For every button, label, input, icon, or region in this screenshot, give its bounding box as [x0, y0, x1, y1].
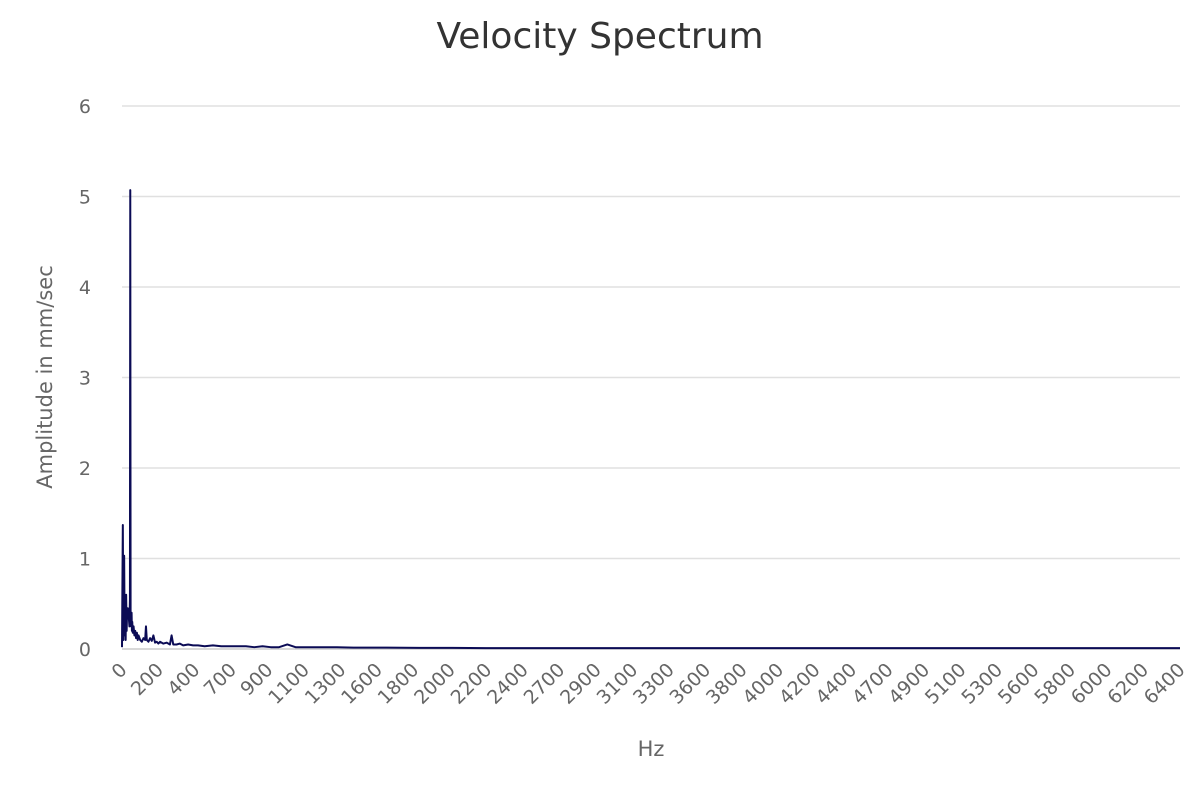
x-tick-label: 4400: [811, 659, 861, 709]
x-tick-label: 4700: [848, 659, 898, 709]
x-tick-label: 700: [200, 659, 241, 700]
y-tick-label: 4: [79, 277, 91, 299]
y-axis-ticks: 0 1 2 3 4 5 6: [79, 96, 91, 661]
x-tick-label: 4200: [775, 659, 825, 709]
y-tick-label: 3: [79, 368, 91, 390]
x-tick-label: 2200: [447, 659, 497, 709]
x-tick-label: 4900: [884, 659, 934, 709]
x-tick-label: 400: [163, 659, 204, 700]
x-tick-label: 2900: [556, 659, 606, 709]
x-tick-label: 5800: [1030, 659, 1080, 709]
x-tick-label: 0: [107, 659, 131, 683]
x-tick-label: 2700: [520, 659, 570, 709]
y-tick-label: 0: [79, 639, 91, 661]
y-tick-label: 1: [79, 549, 91, 571]
y-tick-label: 5: [79, 187, 91, 209]
chart-title: Velocity Spectrum: [436, 16, 763, 57]
y-tick-label: 2: [79, 458, 91, 480]
y-tick-label: 6: [79, 96, 91, 118]
x-tick-label: 1600: [337, 659, 387, 709]
grid-lines: [122, 105, 1180, 560]
x-tick-label: 6400: [1140, 659, 1190, 709]
x-tick-label: 1100: [264, 659, 314, 709]
x-tick-label: 2000: [410, 659, 460, 709]
y-axis-title: Amplitude in mm/sec: [33, 265, 57, 489]
x-tick-label: 5600: [994, 659, 1044, 709]
x-tick-label: 3100: [593, 659, 643, 709]
x-axis-title: Hz: [638, 737, 665, 761]
x-tick-label: 4000: [738, 659, 788, 709]
x-tick-label: 5300: [957, 659, 1007, 709]
x-tick-label: 3300: [629, 659, 679, 709]
x-tick-label: 2400: [483, 659, 533, 709]
x-tick-label: 3600: [666, 659, 716, 709]
x-tick-label: 1800: [374, 659, 424, 709]
x-tick-label: 6000: [1067, 659, 1117, 709]
series-line: [121, 189, 1180, 650]
x-tick-label: 1300: [301, 659, 351, 709]
x-tick-label: 200: [127, 659, 168, 700]
x-tick-label: 5100: [921, 659, 971, 709]
x-axis-ticks: 0200400700900110013001600180020002200240…: [107, 659, 1189, 709]
x-tick-label: 3800: [702, 659, 752, 709]
x-tick-label: 6200: [1103, 659, 1153, 709]
